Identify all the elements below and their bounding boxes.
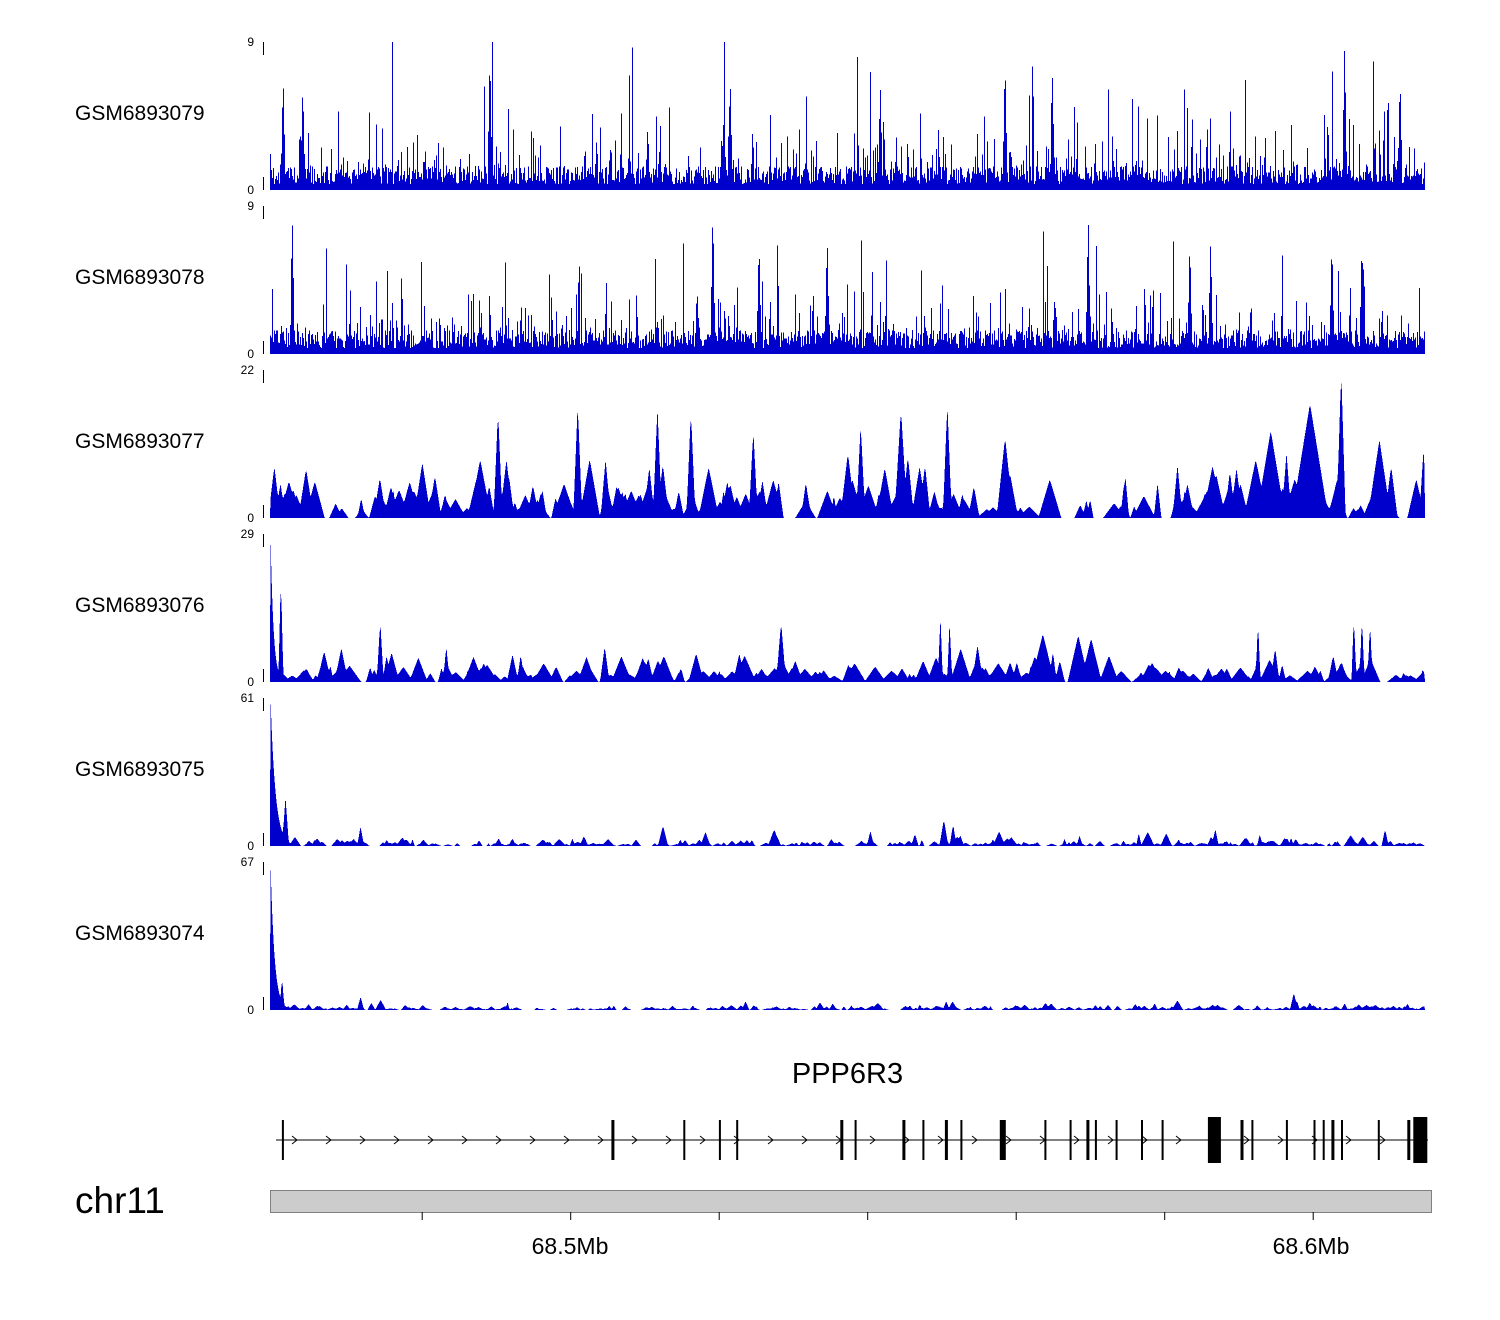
coverage-track: GSM6893077 22 0: [0, 363, 1500, 525]
coverage-signal: [270, 380, 1425, 518]
y-axis-max-label: 9: [247, 199, 254, 213]
coverage-signal: [270, 862, 1425, 1010]
y-axis-zero-label: 0: [247, 347, 254, 361]
y-axis-zero-label: 0: [247, 1003, 254, 1017]
y-axis-max-label: 29: [240, 527, 254, 541]
gene-model-track: [276, 1117, 1428, 1163]
y-axis-bottom-tick: [263, 669, 264, 682]
track-sample-label: GSM6893079: [75, 102, 205, 125]
track-sample-label: GSM6893076: [75, 594, 205, 617]
gene-name-label: PPP6R3: [791, 1058, 904, 1090]
coverage-track: GSM6893078 9 0: [0, 199, 1500, 361]
axis-tick-label-68-5mb: 68.5Mb: [531, 1233, 609, 1259]
chromosome-label: chr11: [75, 1180, 165, 1221]
coverage-track: GSM6893076 29 0: [0, 527, 1500, 689]
y-axis-max-label: 9: [247, 35, 254, 49]
track-sample-label: GSM6893074: [75, 922, 205, 945]
chromosome-ideogram: [270, 1190, 1432, 1220]
axis-tick-label-68-6mb: 68.6Mb: [1272, 1233, 1350, 1259]
coverage-track: GSM6893079 9 0: [0, 35, 1500, 197]
y-axis-max-label: 22: [240, 363, 254, 377]
coverage-track: GSM6893075 61 0: [0, 691, 1500, 853]
y-axis-top-tick: [263, 206, 264, 219]
y-axis-bottom-tick: [263, 833, 264, 846]
y-axis-top-tick: [263, 534, 264, 547]
y-axis-zero-label: 0: [247, 511, 254, 525]
y-axis-max-label: 61: [240, 691, 254, 705]
y-axis-zero-label: 0: [247, 839, 254, 853]
track-sample-label: GSM6893077: [75, 430, 205, 453]
coverage-signal: [270, 225, 1425, 354]
track-sample-label: GSM6893078: [75, 266, 205, 289]
y-axis-max-label: 67: [240, 855, 254, 869]
y-axis-bottom-tick: [263, 997, 264, 1010]
y-axis-top-tick: [263, 370, 264, 383]
y-axis-top-tick: [263, 698, 264, 711]
coverage-signal: [270, 698, 1425, 846]
y-axis-bottom-tick: [263, 177, 264, 190]
y-axis-bottom-tick: [263, 341, 264, 354]
y-axis-zero-label: 0: [247, 183, 254, 197]
coverage-signal: [270, 42, 1425, 190]
y-axis-top-tick: [263, 862, 264, 875]
coverage-track: GSM6893074 67 0: [0, 855, 1500, 1017]
track-sample-label: GSM6893075: [75, 758, 205, 781]
y-axis-bottom-tick: [263, 505, 264, 518]
coverage-signal: [270, 534, 1425, 682]
y-axis-top-tick: [263, 42, 264, 55]
y-axis-zero-label: 0: [247, 675, 254, 689]
